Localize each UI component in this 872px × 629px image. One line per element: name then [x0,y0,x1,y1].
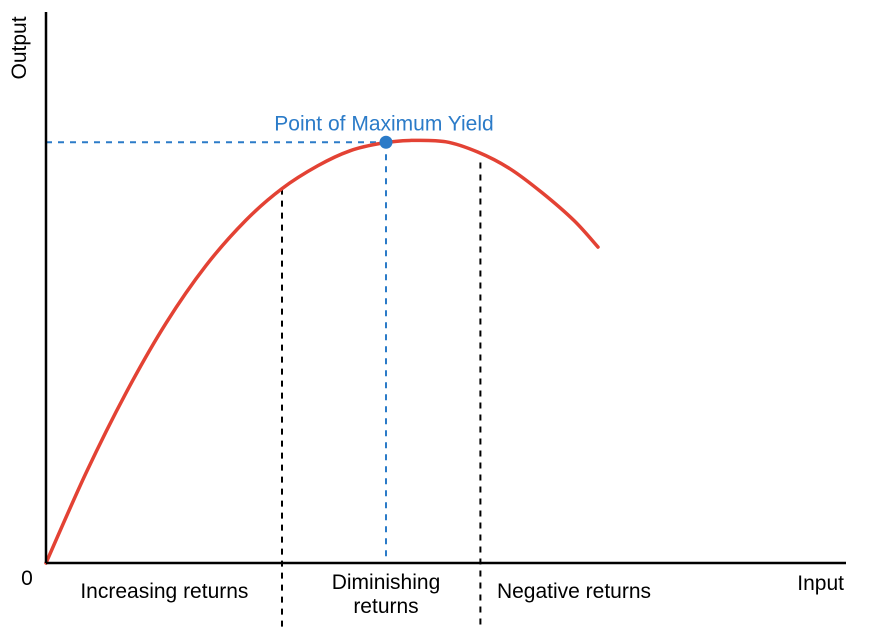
region-label-2-line-1: Diminishing [332,571,441,594]
y-axis-label: Output [8,16,31,79]
guide-lines [46,141,482,627]
x-axis-label: Input [797,572,844,595]
labels: 0 Input Output Point of Maximum Yield [8,16,844,595]
curve-layer [44,135,600,565]
max-yield-point [379,135,393,149]
axes [44,12,846,565]
region-labels: Increasing returns Diminishing returns Nega… [80,571,651,618]
origin-label: 0 [21,567,33,590]
region-label-2-line-2: returns [353,595,418,618]
output-curve [44,138,600,565]
region-label-1: Increasing returns [80,580,248,603]
region-label-1-line-1: Increasing returns [80,580,248,603]
region-label-2: Diminishing returns [332,571,441,618]
max-yield-annotation: Point of Maximum Yield [274,112,493,135]
region-label-3-line-1: Negative returns [497,580,651,603]
region-label-3: Negative returns [497,580,651,603]
